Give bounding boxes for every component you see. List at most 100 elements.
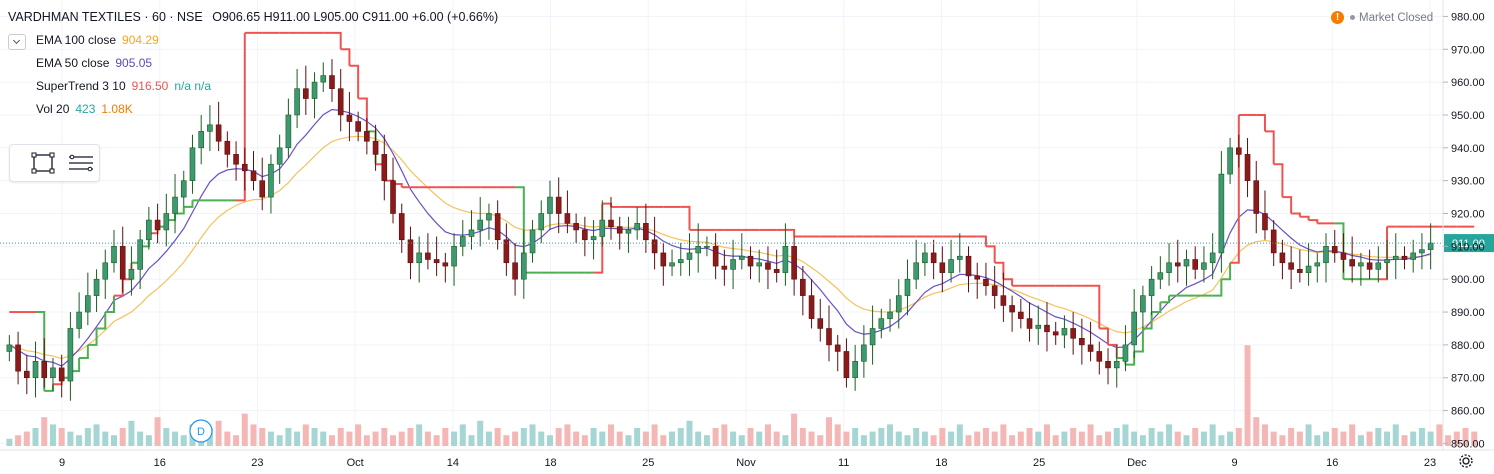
indicator-volume[interactable]: Vol 20 423 1.08K xyxy=(8,98,498,121)
candle-body xyxy=(1113,361,1120,369)
candle-body xyxy=(948,259,954,273)
candle-body xyxy=(608,219,614,227)
candle-body xyxy=(58,367,65,382)
candle-body xyxy=(1140,295,1146,313)
candle-body xyxy=(1079,338,1085,346)
candle-body xyxy=(1000,295,1007,306)
market-status[interactable]: ! Market Closed xyxy=(1331,11,1433,24)
candle-body xyxy=(834,344,841,352)
volume-bar xyxy=(555,428,562,446)
volume-bar xyxy=(738,435,745,446)
candle-body xyxy=(1183,259,1190,267)
volume-bar xyxy=(363,435,370,446)
candle-body xyxy=(651,239,658,254)
volume-bar xyxy=(1096,435,1103,446)
volume-bar xyxy=(712,428,719,446)
candle-body xyxy=(416,252,422,264)
candle-body xyxy=(625,229,632,234)
volume-bar xyxy=(1471,431,1478,446)
candle-body xyxy=(224,140,231,155)
candle-body xyxy=(616,226,623,234)
indicator-supertrend[interactable]: SuperTrend 3 10 916.50 n/a n/a xyxy=(8,75,498,98)
candle-body xyxy=(468,229,475,237)
x-tick-label: 18 xyxy=(544,457,556,469)
candle-body xyxy=(686,252,693,260)
candle-body xyxy=(381,154,388,181)
volume-bar xyxy=(1105,431,1112,446)
candle-body xyxy=(276,147,283,165)
volume-bar xyxy=(215,420,222,446)
volume-bar xyxy=(23,431,30,446)
volume-bar xyxy=(67,431,74,446)
volume-bar xyxy=(634,428,641,446)
candle-body xyxy=(1026,318,1033,329)
volume-bar xyxy=(817,435,824,446)
drawing-toolbox xyxy=(9,144,100,182)
volume-bar xyxy=(573,431,580,446)
warning-icon[interactable]: ! xyxy=(1331,11,1344,24)
volume-bar xyxy=(424,431,431,446)
dividend-marker[interactable]: D xyxy=(189,419,213,443)
indicator-value-2: 1.08K xyxy=(101,102,133,116)
volume-bar xyxy=(1340,431,1347,446)
volume-bar xyxy=(398,431,405,446)
volume-bar xyxy=(172,431,179,446)
candle-body xyxy=(895,295,902,313)
volume-bar xyxy=(512,431,519,446)
volume-bar xyxy=(1253,417,1260,446)
volume-bar xyxy=(1296,431,1303,446)
rectangle-tool-icon[interactable] xyxy=(30,151,56,175)
candle-body xyxy=(660,252,667,267)
candle-body xyxy=(1209,252,1216,264)
supertrend-segment xyxy=(985,245,996,263)
volume-bar xyxy=(1227,431,1234,446)
indicator-name: EMA 50 close xyxy=(36,56,110,70)
candle-body xyxy=(843,351,850,379)
indicator-ema50[interactable]: EMA 50 close 905.05 xyxy=(8,52,498,75)
supertrend-segment xyxy=(183,200,194,208)
x-tick-label: Dec xyxy=(1127,457,1147,469)
candle-body xyxy=(1096,351,1103,362)
candle-body xyxy=(459,236,466,247)
volume-bar xyxy=(1061,431,1068,446)
volume-bar xyxy=(538,431,545,446)
price-axis[interactable]: 980.00 970.00 960.00 950.00 940.00 930.00 920.… xyxy=(1443,11,1485,450)
candle-body xyxy=(6,344,13,352)
candle-body xyxy=(965,255,972,277)
volume-bar xyxy=(276,435,283,446)
volume-bar xyxy=(1017,431,1024,446)
candle-body xyxy=(1236,147,1242,155)
volume-bar xyxy=(965,435,972,446)
collapse-legend-button[interactable] xyxy=(8,33,26,50)
volume-bar xyxy=(1000,424,1007,446)
lines-tool-icon[interactable] xyxy=(67,151,93,175)
candle-body xyxy=(1087,344,1094,352)
volume-bar xyxy=(233,435,240,446)
volume-bar xyxy=(1166,424,1173,446)
time-axis[interactable]: 9 16 23 Oct 14 18 25 Nov 11 18 25 Dec 9 16 23 xyxy=(59,457,1436,469)
volume-bar xyxy=(1375,428,1382,446)
candle-body xyxy=(956,255,963,260)
volume-bar xyxy=(1314,435,1321,446)
last-price-line: 911.00 xyxy=(0,234,1494,253)
candle-body xyxy=(1323,246,1329,264)
volume-bar xyxy=(747,428,754,446)
candle-body xyxy=(704,246,710,248)
svg-text:D: D xyxy=(197,426,205,438)
candle-body xyxy=(904,278,911,296)
candle-body xyxy=(1427,242,1434,250)
candle-body xyxy=(111,246,117,264)
candle-body xyxy=(974,275,981,280)
x-tick-label: 16 xyxy=(154,457,166,469)
candle-body xyxy=(1201,262,1207,270)
gear-icon[interactable] xyxy=(1457,452,1475,470)
volume-bar xyxy=(1462,428,1469,446)
y-tick-label: 960.00 xyxy=(1451,77,1485,89)
volume-bar xyxy=(1445,435,1452,446)
indicator-ema100[interactable]: EMA 100 close 904.29 xyxy=(8,29,498,52)
volume-bar xyxy=(642,431,649,446)
volume-bar xyxy=(590,428,597,446)
y-tick-label: 860.00 xyxy=(1451,406,1485,418)
candle-body xyxy=(93,278,100,296)
